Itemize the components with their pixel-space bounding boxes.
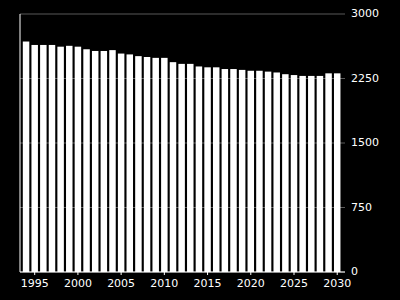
x-tick-labels: 1995 2000 2005 2010 2015 2020 2025 2030 bbox=[21, 272, 352, 290]
x-tick bbox=[337, 272, 338, 275]
grid bbox=[20, 14, 345, 272]
bar bbox=[83, 49, 89, 272]
x-tick bbox=[77, 272, 78, 275]
bar bbox=[144, 57, 150, 272]
bar bbox=[230, 69, 236, 272]
y-tick-label: 0 bbox=[351, 265, 358, 278]
bar bbox=[57, 47, 63, 272]
bar bbox=[273, 72, 279, 272]
bar bbox=[31, 45, 37, 272]
x-tick-label: 2005 bbox=[107, 277, 135, 290]
bar bbox=[75, 47, 81, 272]
grid-line bbox=[20, 14, 345, 15]
y-tick-label: 3000 bbox=[351, 7, 379, 20]
bar bbox=[213, 67, 219, 272]
bar bbox=[161, 58, 167, 272]
bar bbox=[178, 64, 184, 272]
x-tick bbox=[294, 272, 295, 275]
x-tick-label: 2030 bbox=[323, 277, 351, 290]
bar bbox=[334, 73, 340, 272]
bar bbox=[282, 74, 288, 272]
bar bbox=[92, 51, 98, 272]
bar bbox=[256, 71, 262, 272]
bar bbox=[135, 56, 141, 272]
chart-container: 0 750 1500 2250 3000 1995 2000 2005 2010 2015 2020… bbox=[0, 0, 400, 300]
x-tick bbox=[164, 272, 165, 275]
bar bbox=[152, 58, 158, 272]
bar bbox=[222, 69, 228, 272]
bar bbox=[325, 73, 331, 272]
bar bbox=[66, 46, 72, 272]
x-tick-label: 2020 bbox=[237, 277, 265, 290]
x-tick-label: 1995 bbox=[21, 277, 49, 290]
chart: 0 750 1500 2250 3000 1995 2000 2005 2010 2015 2020… bbox=[0, 0, 400, 300]
bar bbox=[127, 54, 133, 272]
bar bbox=[299, 76, 305, 272]
x-tick bbox=[121, 272, 122, 275]
bar bbox=[49, 45, 55, 272]
x-tick bbox=[34, 272, 35, 275]
bar bbox=[265, 72, 271, 272]
bar bbox=[317, 76, 323, 272]
x-tick bbox=[250, 272, 251, 275]
bar bbox=[118, 54, 124, 272]
x-tick-label: 2010 bbox=[150, 277, 178, 290]
x-tick-label: 2000 bbox=[64, 277, 92, 290]
bar bbox=[187, 64, 193, 272]
x-tick-label: 2015 bbox=[194, 277, 222, 290]
bar bbox=[170, 62, 176, 272]
bar bbox=[40, 45, 46, 272]
bar bbox=[308, 76, 314, 272]
background bbox=[0, 0, 400, 300]
bar bbox=[291, 75, 297, 272]
y-axis-line bbox=[20, 14, 21, 272]
y-tick-label: 1500 bbox=[351, 136, 379, 149]
x-axis-line bbox=[20, 272, 345, 273]
bar bbox=[109, 50, 115, 272]
bar bbox=[101, 51, 107, 272]
x-tick-label: 2025 bbox=[280, 277, 308, 290]
bar bbox=[248, 71, 254, 272]
bar bbox=[23, 42, 29, 272]
bar bbox=[196, 66, 202, 272]
bars bbox=[23, 42, 341, 272]
grid-line bbox=[20, 272, 345, 273]
y-tick-label: 2250 bbox=[351, 72, 379, 85]
bar bbox=[239, 70, 245, 272]
y-tick-labels: 0 750 1500 2250 3000 bbox=[351, 7, 379, 278]
y-tick-label: 750 bbox=[351, 201, 372, 214]
bar bbox=[204, 67, 210, 272]
x-tick bbox=[207, 272, 208, 275]
